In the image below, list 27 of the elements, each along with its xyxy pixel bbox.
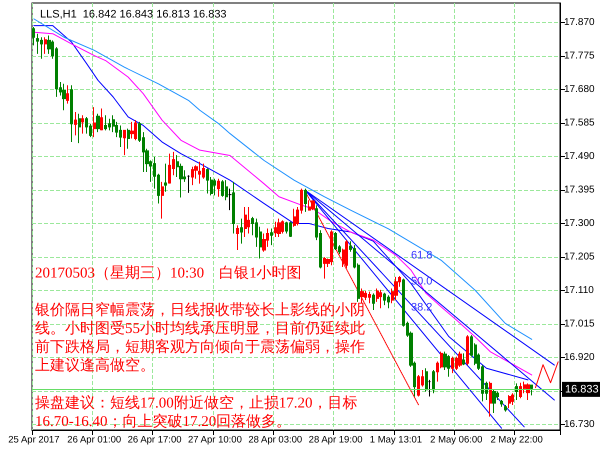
text: LLS,H1 16.842 16.843 16.813 16.833 xyxy=(40,8,227,20)
annotation: 银价隔日窄幅震荡，日线报收带较长上影线的小阴线。小时图受55小时均线承压明显，目前仍延续此前下跌格局，短期客观方向倾向于震荡偏弱，操作上建议逢高做空。 xyxy=(34,301,365,374)
y-tick-label: 17.110 xyxy=(564,285,594,296)
ref-line-label: 16.833 xyxy=(565,383,599,396)
x-tick-label: 26 Apr 01:00 xyxy=(67,434,122,446)
y-tick-label: 17.680 xyxy=(564,84,596,95)
x-tick-label: 27 Apr 10:00 xyxy=(188,434,242,446)
x-tick-label: 2 May 22:00 xyxy=(490,434,543,446)
x-tick-label: 2 May 06:00 xyxy=(430,434,482,446)
y-tick-label: 17.300 xyxy=(564,218,596,230)
y-tick-label: 17.870 xyxy=(564,16,596,28)
y-tick-label: 17.205 xyxy=(564,252,596,263)
y-tick-label: 17.585 xyxy=(564,117,596,128)
annotation: 61.8 xyxy=(411,250,432,262)
y-tick-label: 17.775 xyxy=(564,50,596,62)
x-tick-label: 26 Apr 17:00 xyxy=(128,434,182,446)
y-tick-label: 17.490 xyxy=(564,151,596,162)
x-tick-label: 28 Apr 19:00 xyxy=(308,434,363,446)
x-tick-label: 25 Apr 2017 xyxy=(8,434,60,446)
x-tick-label: 28 Apr 03:00 xyxy=(248,434,302,446)
annotation: 20170503（星期三）10:30 白银1小时图 xyxy=(35,264,302,282)
y-tick-label: 16.920 xyxy=(564,352,596,364)
annotation: 操盘建议：短线17.00附近做空，止损17.20，目标16.70-16.40；向上突破17.20回落做多。 xyxy=(35,394,358,430)
x-tick-label: 1 May 13:01 xyxy=(370,434,422,446)
y-tick-label: 17.015 xyxy=(564,318,596,330)
y-tick-label: 17.395 xyxy=(564,184,596,196)
y-tick-label: 16.730 xyxy=(564,419,596,430)
